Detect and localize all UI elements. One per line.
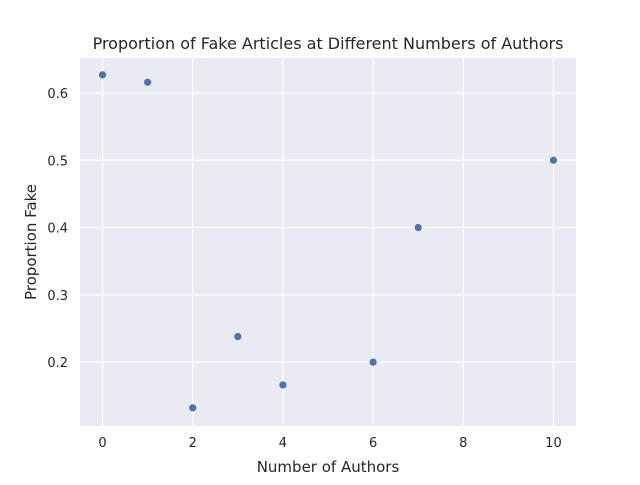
y-tick-label: 0.6: [47, 87, 68, 102]
x-tick-label: 10: [545, 436, 562, 451]
data-point: [414, 223, 422, 232]
x-axis-label: Number of Authors: [257, 458, 400, 476]
x-tick-label: 0: [98, 436, 106, 451]
x-tick-label: 4: [279, 436, 287, 451]
data-points: [98, 71, 558, 412]
y-tick-label: 0.5: [47, 154, 68, 169]
y-axis-label: Proportion Fake: [22, 184, 40, 300]
x-tick-label: 8: [459, 436, 467, 451]
y-tick-label: 0.4: [47, 222, 68, 237]
x-tick-label: 2: [189, 436, 197, 451]
data-point: [549, 156, 558, 164]
data-point: [234, 332, 242, 341]
y-tick-label: 0.3: [47, 289, 68, 304]
data-point: [98, 71, 107, 79]
x-tick-labels: 0 2 4 6 8 10: [98, 436, 561, 451]
data-point: [279, 381, 287, 389]
y-tick-label: 0.2: [47, 356, 68, 371]
data-point: [144, 78, 152, 86]
chart-title: Proportion of Fake Articles at Different…: [93, 34, 564, 53]
data-point: [369, 358, 377, 366]
plot-background: [80, 58, 576, 426]
grid-lines: [80, 58, 576, 426]
y-tick-labels: 0.2 0.3 0.4 0.5 0.6: [47, 87, 68, 371]
x-tick-label: 6: [369, 436, 377, 451]
data-point: [189, 404, 197, 412]
